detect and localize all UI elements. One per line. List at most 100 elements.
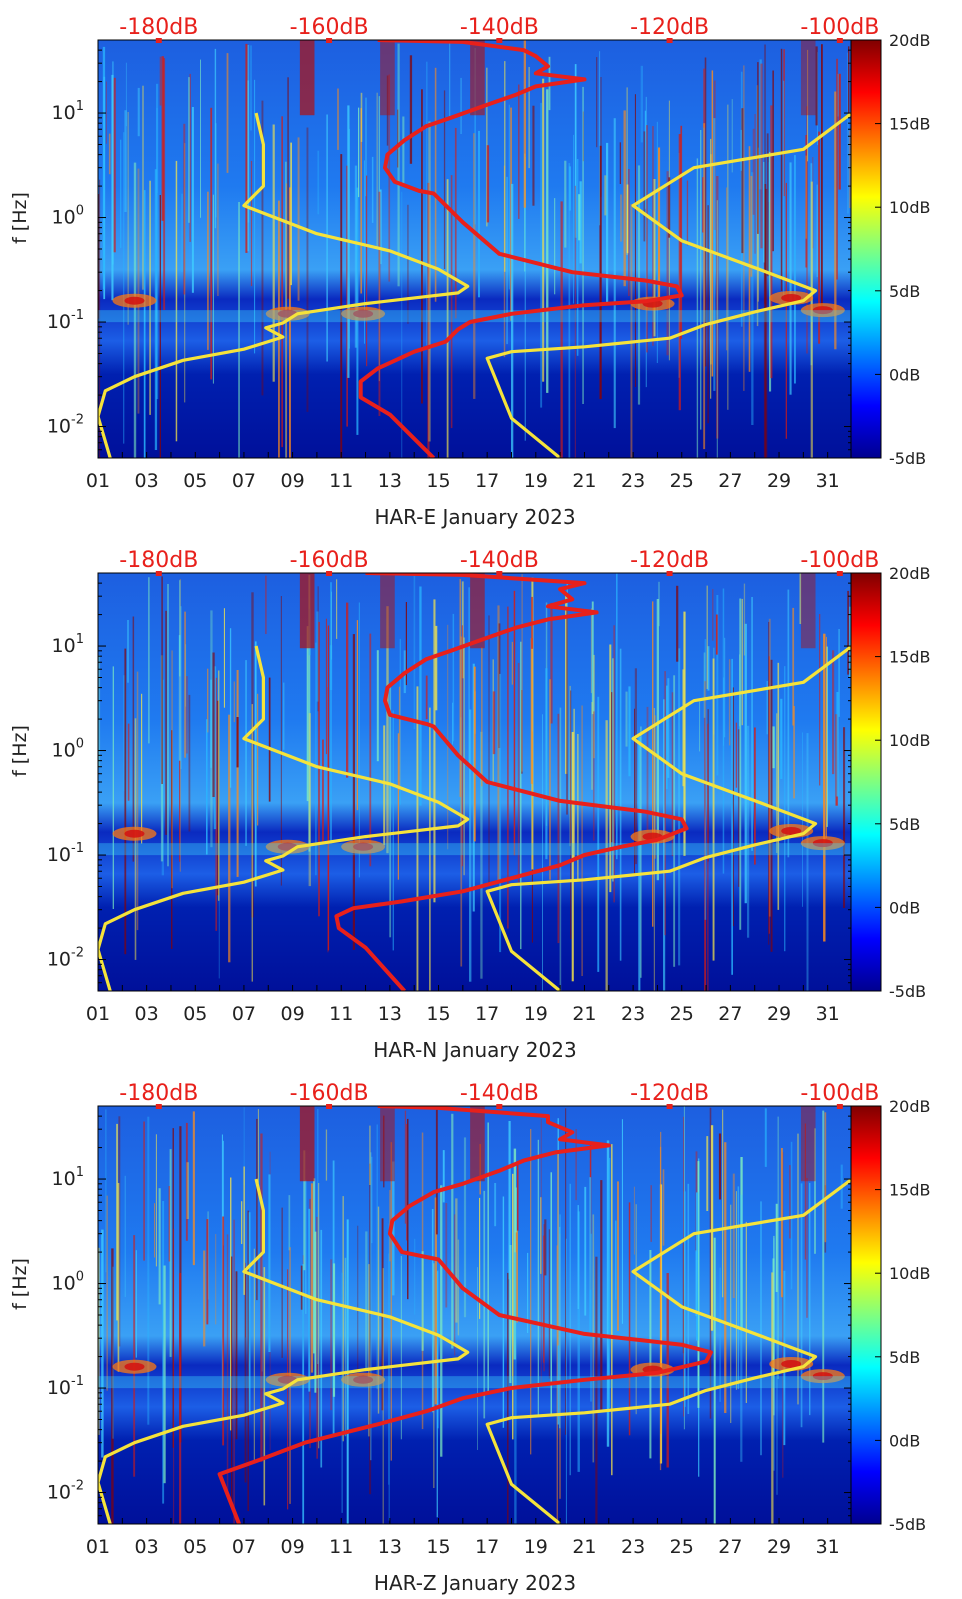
noise-model-high-line [485,1177,852,1524]
top-tick-label: -160dB [290,548,369,573]
colorbar: 20dB 15dB 10dB 5dB 0dB -5dB [850,31,931,468]
y-tick-label: 101 [52,1165,84,1190]
x-tick-label: 19 [524,470,548,492]
colorbar-tick-label: 0dB [889,365,920,384]
noise-model-low-line [98,1178,470,1524]
x-tick-label: 09 [280,1003,304,1025]
colorbar: 20dB 15dB 10dB 5dB 0dB -5dB [850,564,931,1001]
top-tick-label: -140dB [460,15,539,40]
panel-har-z: 10-2 10-1 100 101 01 03 05 07 09 11 13 15 17 19 21 23 2… [9,1081,931,1595]
y-tick-label: 10-1 [47,308,84,333]
spectrogram-image [98,40,852,458]
top-db-axis: -180dB -160dB -140dB -120dB -100dB [119,15,879,43]
x-tick-label: 25 [670,470,694,492]
x-tick-label: 27 [718,470,742,492]
x-tick-label: 17 [475,1536,499,1558]
x-tick-label: 13 [378,470,402,492]
colorbar-tick-label: -5dB [889,982,926,1001]
x-tick-label: 03 [135,470,159,492]
top-tick [836,38,843,43]
x-tick-label: 07 [232,1536,256,1558]
x-tick-label: 09 [280,470,304,492]
x-axis-label: HAR-N January 2023 [373,1038,576,1062]
top-tick [155,571,162,576]
top-tick [326,571,333,576]
x-tick-label: 19 [524,1536,548,1558]
x-tick-label: 15 [426,1536,450,1558]
y-tick-label: 10-1 [47,841,84,866]
noise-model-low-line [98,645,470,991]
top-tick-label: -120dB [630,1081,709,1106]
x-tick-label: 03 [135,1003,159,1025]
colorbar-tick-label: 10dB [889,1264,931,1283]
y-tick-label: 10-2 [47,1479,84,1504]
x-tick-label: 31 [816,1536,840,1558]
y-axis: 10-2 10-1 100 101 [47,572,852,992]
x-tick-label: 13 [378,1536,402,1558]
top-tick-label: -100dB [800,548,879,573]
spectrogram-image [98,573,852,991]
x-axis: 01 03 05 07 09 11 13 15 17 19 21 23 25 27 29 31 [86,1518,853,1558]
colorbar-tick-label: 15dB [889,1181,931,1200]
colorbar-tick-label: -5dB [889,449,926,468]
top-tick-label: -100dB [800,15,879,40]
top-tick-label: -180dB [119,548,198,573]
x-tick-label: 31 [816,470,840,492]
colorbar-tick-label: 15dB [889,648,931,667]
y-tick-label: 10-1 [47,1374,84,1399]
colorbar-tick-label: 10dB [889,198,931,217]
top-tick [155,1104,162,1109]
colorbar-gradient [850,572,882,992]
top-tick-label: -120dB [630,15,709,40]
colorbar-tick-label: 5dB [889,1348,920,1367]
x-tick-label: 21 [572,1536,596,1558]
noise-model-low-line [98,112,470,458]
x-tick-label: 05 [183,470,207,492]
x-tick-label: 23 [621,470,645,492]
y-tick-label: 100 [52,737,84,762]
noise-model-high-line [485,644,852,991]
y-tick-label: 10-2 [47,946,84,971]
median-psd-line [358,40,684,458]
x-tick-label: 25 [670,1003,694,1025]
colorbar-tick-label: -5dB [889,1515,926,1534]
colorbar-tick-label: 0dB [889,898,920,917]
x-tick-label: 07 [232,1003,256,1025]
x-tick-label: 05 [183,1003,207,1025]
x-tick-label: 17 [475,1003,499,1025]
y-tick-label: 100 [52,204,84,229]
x-tick-label: 13 [378,1003,402,1025]
top-tick [326,1104,333,1109]
y-axis: 10-2 10-1 100 101 [47,39,852,459]
top-tick [496,38,503,43]
colorbar-tick-label: 20dB [889,1097,931,1116]
median-psd-line [217,1106,713,1524]
colorbar-gradient [850,39,882,459]
x-tick-label: 03 [135,1536,159,1558]
x-tick-label: 15 [426,1003,450,1025]
top-tick-label: -140dB [460,1081,539,1106]
top-tick-label: -140dB [460,548,539,573]
x-axis: 01 03 05 07 09 11 13 15 17 19 21 23 25 27 29 31 [86,985,853,1025]
y-tick-label: 101 [52,99,84,124]
colorbar-tick-label: 20dB [889,564,931,583]
y-axis: 10-2 10-1 100 101 [47,1105,852,1525]
colorbar-gradient [850,1105,882,1525]
top-tick-label: -160dB [290,15,369,40]
x-axis-label: HAR-E January 2023 [374,505,575,529]
top-tick [326,38,333,43]
x-tick-label: 11 [329,1536,353,1558]
x-tick-label: 25 [670,1536,694,1558]
x-tick-label: 17 [475,470,499,492]
x-tick-label: 21 [572,1003,596,1025]
x-tick-label: 15 [426,470,450,492]
y-axis-label: f [Hz] [9,725,31,777]
top-tick-label: -100dB [800,1081,879,1106]
x-tick-label: 21 [572,470,596,492]
top-tick [496,1104,503,1109]
y-tick-label: 100 [52,1270,84,1295]
top-tick [496,571,503,576]
x-tick-label: 11 [329,470,353,492]
top-db-axis: -180dB -160dB -140dB -120dB -100dB [119,1081,879,1109]
